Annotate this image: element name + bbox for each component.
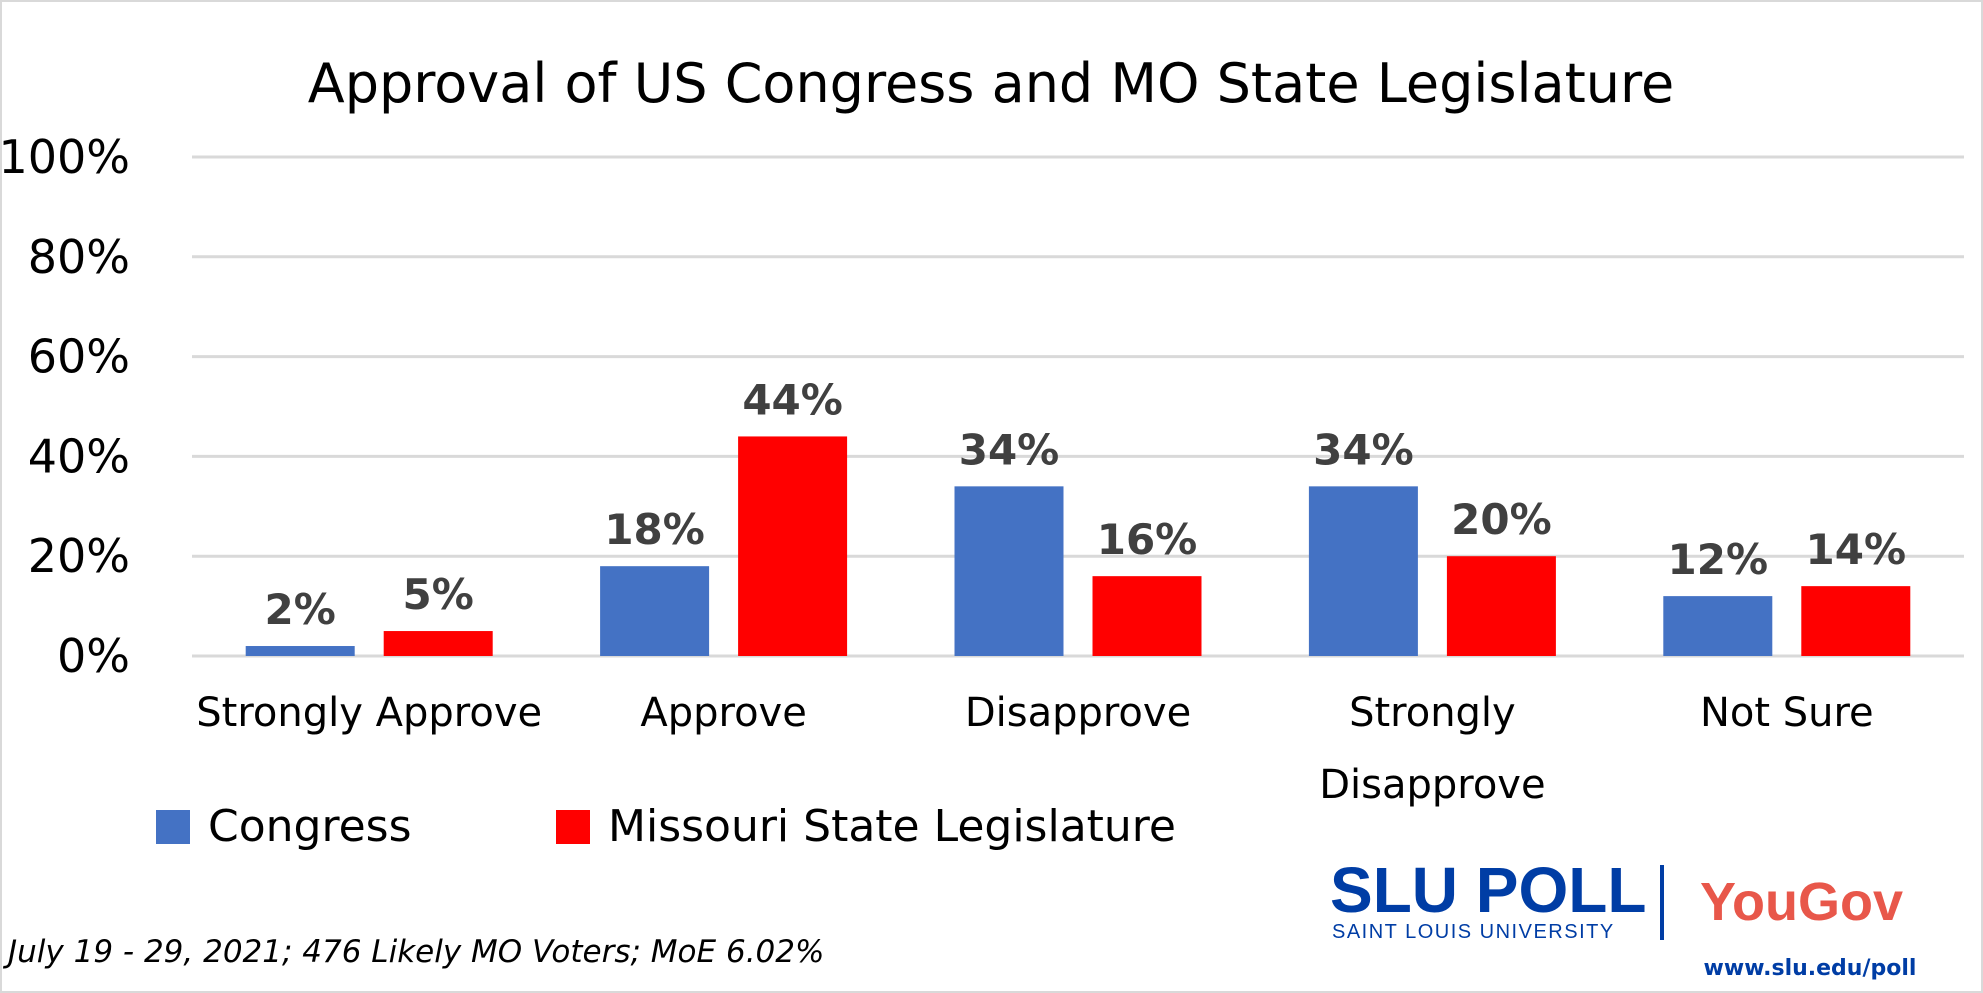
- legend-label-missouri: Missouri State Legislature: [608, 801, 1176, 852]
- bar-missouri-state-legislature: [1446, 556, 1556, 656]
- yougov-logo: YouGov: [1700, 872, 1903, 932]
- x-category-label: Approve: [640, 690, 806, 736]
- slu-poll-logo: SLU POLL SAINT LOUIS UNIVERSITY: [1330, 854, 1664, 943]
- x-category-label: Disapprove: [965, 690, 1191, 736]
- data-label: 18%: [604, 505, 705, 554]
- poll-url: www.slu.edu/poll: [1704, 956, 1917, 981]
- y-tick-label: 60%: [28, 330, 130, 384]
- bar-congress: [954, 486, 1064, 656]
- x-category-label: Strongly: [1349, 690, 1516, 736]
- bar-missouri-state-legislature: [738, 436, 848, 656]
- data-label: 16%: [1097, 515, 1198, 564]
- slu-poll-text: SLU POLL: [1330, 854, 1646, 926]
- x-category-label: Not Sure: [1700, 690, 1874, 736]
- bar-missouri-state-legislature: [383, 631, 493, 656]
- legend-label-congress: Congress: [208, 801, 412, 852]
- data-label: 44%: [742, 375, 843, 424]
- slu-subtitle: SAINT LOUIS UNIVERSITY: [1332, 921, 1615, 943]
- bar-congress: [245, 646, 355, 656]
- legend-swatch-missouri: [556, 810, 590, 844]
- bar-missouri-state-legislature: [1092, 576, 1202, 656]
- bar-congress: [600, 566, 710, 656]
- data-label: 34%: [959, 425, 1060, 474]
- y-tick-label: 0%: [57, 629, 130, 683]
- y-tick-label: 100%: [0, 130, 130, 184]
- bar-congress: [1663, 596, 1773, 656]
- y-tick-label: 80%: [28, 230, 130, 284]
- bar-missouri-state-legislature: [1801, 586, 1911, 656]
- chart-title: Approval of US Congress and MO State Leg…: [308, 52, 1674, 115]
- data-label: 14%: [1806, 525, 1907, 574]
- data-label: 12%: [1668, 535, 1769, 584]
- y-tick-label: 40%: [28, 429, 130, 483]
- x-category-label: Disapprove: [1319, 762, 1545, 808]
- data-label: 5%: [403, 570, 474, 619]
- data-label: 34%: [1313, 425, 1414, 474]
- x-category-label: Strongly Approve: [196, 690, 542, 736]
- footnote: July 19 - 29, 2021; 476 Likely MO Voters…: [2, 934, 824, 970]
- y-tick-label: 20%: [28, 529, 130, 583]
- data-label: 20%: [1451, 495, 1552, 544]
- legend-swatch-congress: [156, 810, 190, 844]
- bar-congress: [1308, 486, 1418, 656]
- data-label: 2%: [265, 585, 336, 634]
- logo-divider: [1660, 865, 1664, 940]
